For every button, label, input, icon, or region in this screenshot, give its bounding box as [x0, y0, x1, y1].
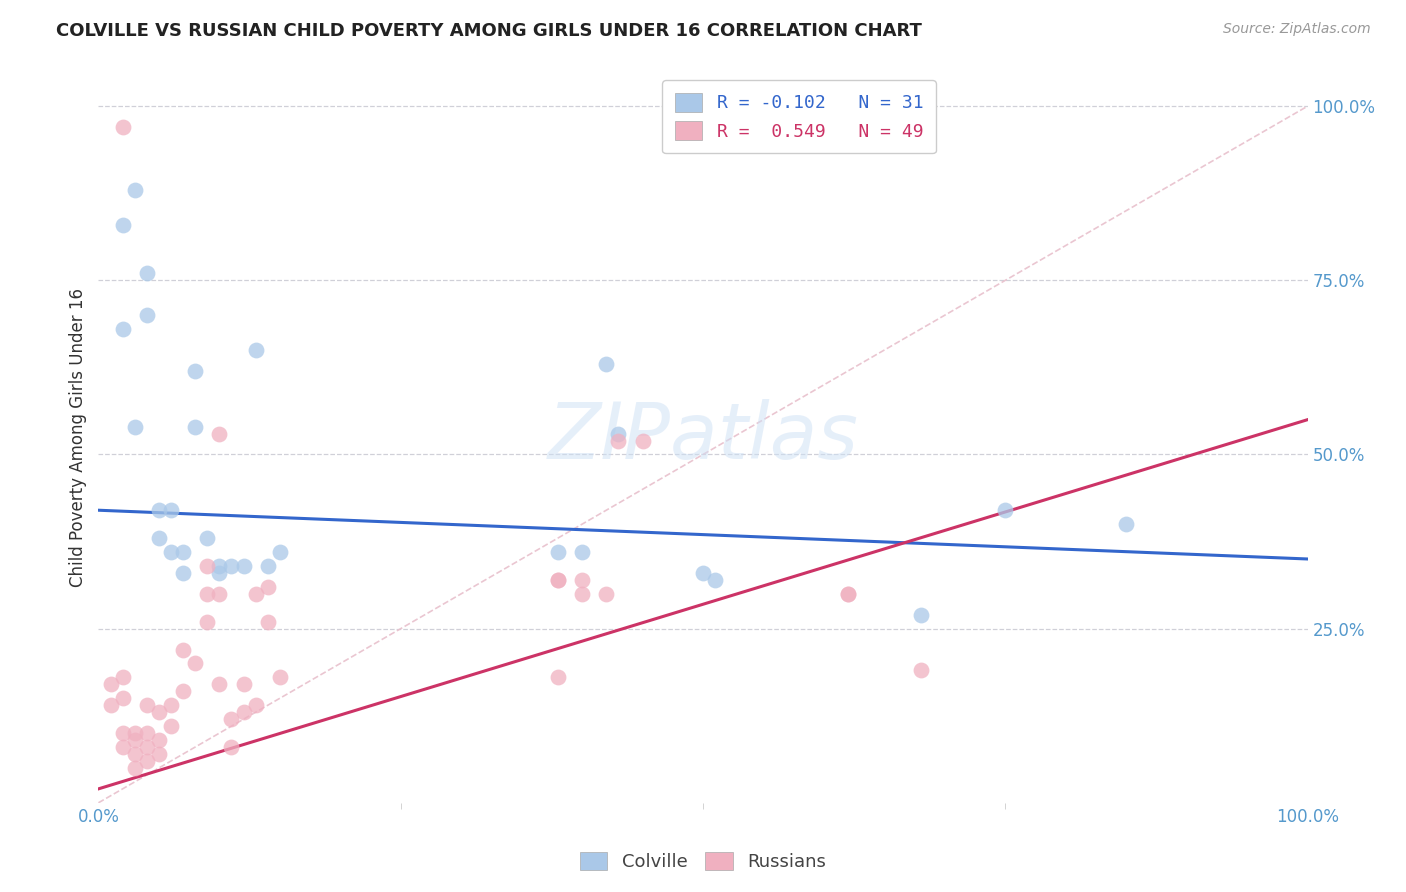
- Point: [111, 322, 134, 336]
- Point: [100, 698, 122, 713]
- Point: [595, 587, 617, 601]
- Point: [245, 343, 267, 357]
- Point: [148, 705, 170, 719]
- Point: [221, 740, 243, 755]
- Point: [692, 566, 714, 580]
- Point: [994, 503, 1017, 517]
- Point: [195, 531, 218, 545]
- Point: [135, 698, 157, 713]
- Point: [124, 726, 146, 740]
- Point: [208, 677, 231, 691]
- Point: [184, 364, 207, 378]
- Point: [124, 183, 146, 197]
- Point: [100, 677, 122, 691]
- Point: [195, 558, 218, 573]
- Point: [269, 670, 291, 684]
- Point: [135, 726, 157, 740]
- Point: [607, 426, 630, 441]
- Point: [111, 120, 134, 134]
- Point: [547, 573, 569, 587]
- Legend: R = -0.102   N = 31, R =  0.549   N = 49: R = -0.102 N = 31, R = 0.549 N = 49: [662, 80, 936, 153]
- Point: [148, 531, 170, 545]
- Point: [135, 308, 157, 322]
- Point: [111, 670, 134, 684]
- Point: [172, 545, 194, 559]
- Point: [148, 503, 170, 517]
- Legend: Colville, Russians: Colville, Russians: [572, 845, 834, 879]
- Point: [172, 642, 194, 657]
- Point: [232, 558, 254, 573]
- Point: [148, 747, 170, 761]
- Point: [208, 587, 231, 601]
- Point: [124, 761, 146, 775]
- Point: [269, 545, 291, 559]
- Point: [571, 573, 593, 587]
- Point: [160, 503, 183, 517]
- Point: [172, 684, 194, 698]
- Point: [135, 266, 157, 280]
- Point: [256, 580, 278, 594]
- Point: [256, 615, 278, 629]
- Point: [595, 357, 617, 371]
- Point: [547, 670, 569, 684]
- Point: [111, 726, 134, 740]
- Point: [547, 573, 569, 587]
- Point: [184, 657, 207, 671]
- Point: [124, 419, 146, 434]
- Text: Source: ZipAtlas.com: Source: ZipAtlas.com: [1223, 22, 1371, 37]
- Point: [111, 218, 134, 232]
- Point: [221, 558, 243, 573]
- Point: [1115, 517, 1137, 532]
- Point: [910, 664, 932, 678]
- Point: [195, 587, 218, 601]
- Point: [124, 747, 146, 761]
- Point: [245, 587, 267, 601]
- Point: [245, 698, 267, 713]
- Text: ZIPatlas: ZIPatlas: [547, 399, 859, 475]
- Point: [837, 587, 859, 601]
- Point: [607, 434, 630, 448]
- Point: [195, 615, 218, 629]
- Point: [160, 698, 183, 713]
- Point: [172, 566, 194, 580]
- Point: [160, 545, 183, 559]
- Point: [124, 733, 146, 747]
- Point: [704, 573, 727, 587]
- Text: COLVILLE VS RUSSIAN CHILD POVERTY AMONG GIRLS UNDER 16 CORRELATION CHART: COLVILLE VS RUSSIAN CHILD POVERTY AMONG …: [56, 22, 922, 40]
- Point: [208, 558, 231, 573]
- Point: [111, 740, 134, 755]
- Point: [160, 719, 183, 733]
- Point: [837, 587, 859, 601]
- Point: [208, 426, 231, 441]
- Point: [571, 587, 593, 601]
- Point: [256, 558, 278, 573]
- Point: [135, 754, 157, 768]
- Point: [148, 733, 170, 747]
- Point: [631, 434, 654, 448]
- Point: [111, 691, 134, 706]
- Point: [232, 677, 254, 691]
- Point: [208, 566, 231, 580]
- Point: [184, 419, 207, 434]
- Point: [547, 545, 569, 559]
- Point: [221, 712, 243, 726]
- Y-axis label: Child Poverty Among Girls Under 16: Child Poverty Among Girls Under 16: [69, 287, 87, 587]
- Point: [232, 705, 254, 719]
- Point: [571, 545, 593, 559]
- Point: [910, 607, 932, 622]
- Point: [135, 740, 157, 755]
